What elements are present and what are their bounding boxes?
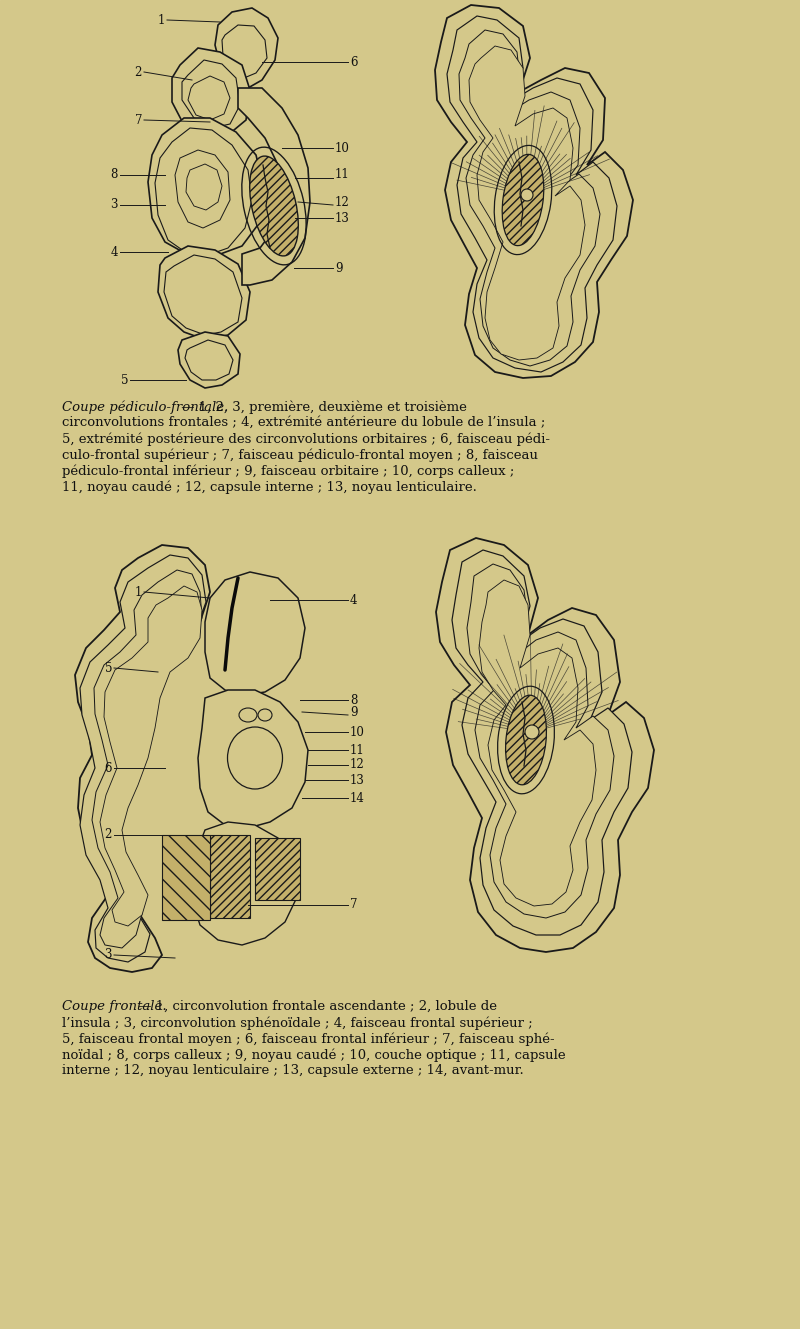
Polygon shape bbox=[162, 835, 210, 920]
Polygon shape bbox=[436, 538, 654, 952]
Polygon shape bbox=[467, 563, 614, 918]
Text: 6: 6 bbox=[350, 56, 358, 69]
Polygon shape bbox=[447, 16, 617, 372]
Polygon shape bbox=[192, 823, 298, 945]
Ellipse shape bbox=[239, 708, 257, 722]
Polygon shape bbox=[92, 570, 202, 948]
Ellipse shape bbox=[227, 727, 282, 789]
Text: l’insula ; 3, circonvolution sphénoïdale ; 4, faisceau frontal supérieur ;: l’insula ; 3, circonvolution sphénoïdale… bbox=[62, 1015, 533, 1030]
Text: 7: 7 bbox=[350, 898, 358, 912]
Polygon shape bbox=[479, 579, 596, 906]
Polygon shape bbox=[172, 48, 250, 138]
Polygon shape bbox=[155, 128, 252, 255]
Text: 3: 3 bbox=[110, 198, 118, 211]
Polygon shape bbox=[186, 163, 222, 210]
Polygon shape bbox=[188, 76, 230, 120]
Text: 2: 2 bbox=[134, 65, 142, 78]
Text: 11: 11 bbox=[350, 743, 365, 756]
Text: pédiculo-frontal inférieur ; 9, faisceau orbitaire ; 10, corps calleux ;: pédiculo-frontal inférieur ; 9, faisceau… bbox=[62, 464, 514, 477]
Text: 6: 6 bbox=[105, 762, 112, 775]
Text: — 1, 2, 3, première, deuxième et troisième: — 1, 2, 3, première, deuxième et troisiè… bbox=[177, 400, 467, 413]
Circle shape bbox=[525, 726, 539, 739]
Text: interne ; 12, noyau lenticulaire ; 13, capsule externe ; 14, avant-mur.: interne ; 12, noyau lenticulaire ; 13, c… bbox=[62, 1065, 524, 1076]
Text: 9: 9 bbox=[350, 706, 358, 719]
Text: 13: 13 bbox=[350, 773, 365, 787]
Polygon shape bbox=[205, 571, 305, 695]
Polygon shape bbox=[158, 246, 250, 340]
Text: 12: 12 bbox=[350, 759, 365, 772]
Text: 5: 5 bbox=[105, 662, 112, 675]
Polygon shape bbox=[210, 835, 250, 918]
Text: 9: 9 bbox=[335, 262, 342, 275]
Polygon shape bbox=[80, 556, 206, 962]
Polygon shape bbox=[215, 8, 278, 88]
Polygon shape bbox=[469, 47, 585, 360]
Text: 7: 7 bbox=[134, 113, 142, 126]
Text: Coupe frontale.: Coupe frontale. bbox=[62, 999, 166, 1013]
Text: 5: 5 bbox=[121, 373, 128, 387]
Polygon shape bbox=[100, 586, 202, 926]
Text: 4: 4 bbox=[350, 594, 358, 606]
Text: circonvolutions frontales ; 4, extrémité antérieure du lobule de l’insula ;: circonvolutions frontales ; 4, extrémité… bbox=[62, 416, 546, 429]
Polygon shape bbox=[75, 545, 210, 971]
Text: 14: 14 bbox=[350, 792, 365, 804]
Polygon shape bbox=[175, 150, 230, 229]
Polygon shape bbox=[178, 332, 240, 388]
Polygon shape bbox=[148, 118, 264, 256]
Text: noïdal ; 8, corps calleux ; 9, noyau caudé ; 10, couche optique ; 11, capsule: noïdal ; 8, corps calleux ; 9, noyau cau… bbox=[62, 1049, 566, 1062]
Polygon shape bbox=[238, 88, 310, 284]
Text: 3: 3 bbox=[105, 949, 112, 961]
Text: 2: 2 bbox=[105, 828, 112, 841]
Text: 10: 10 bbox=[335, 141, 350, 154]
Polygon shape bbox=[164, 255, 242, 335]
Text: 5, faisceau frontal moyen ; 6, faisceau frontal inférieur ; 7, faisceau sphé-: 5, faisceau frontal moyen ; 6, faisceau … bbox=[62, 1033, 554, 1046]
Ellipse shape bbox=[258, 708, 272, 722]
Text: culo-frontal supérieur ; 7, faisceau pédiculo-frontal moyen ; 8, faisceau: culo-frontal supérieur ; 7, faisceau péd… bbox=[62, 448, 538, 461]
Polygon shape bbox=[222, 25, 267, 78]
Text: 4: 4 bbox=[110, 246, 118, 259]
Text: 11, noyau caudé ; 12, capsule interne ; 13, noyau lenticulaire.: 11, noyau caudé ; 12, capsule interne ; … bbox=[62, 480, 477, 493]
Ellipse shape bbox=[250, 155, 298, 256]
Text: 12: 12 bbox=[335, 195, 350, 209]
Text: — 1, circonvolution frontale ascendante ; 2, lobule de: — 1, circonvolution frontale ascendante … bbox=[134, 999, 497, 1013]
Text: 1: 1 bbox=[134, 586, 142, 598]
Text: 1: 1 bbox=[158, 13, 165, 27]
Polygon shape bbox=[435, 5, 633, 377]
Text: Coupe pédiculo-frontale.: Coupe pédiculo-frontale. bbox=[62, 400, 228, 413]
Text: 5, extrémité postérieure des circonvolutions orbitaires ; 6, faisceau pédi-: 5, extrémité postérieure des circonvolut… bbox=[62, 432, 550, 445]
Polygon shape bbox=[459, 31, 600, 365]
Polygon shape bbox=[185, 340, 233, 380]
Polygon shape bbox=[182, 60, 240, 128]
Text: 11: 11 bbox=[335, 169, 350, 182]
Text: 10: 10 bbox=[350, 726, 365, 739]
Polygon shape bbox=[452, 550, 632, 936]
Polygon shape bbox=[255, 839, 300, 900]
Ellipse shape bbox=[502, 154, 544, 246]
Polygon shape bbox=[198, 690, 308, 828]
Text: 13: 13 bbox=[335, 211, 350, 225]
Ellipse shape bbox=[506, 695, 546, 785]
Circle shape bbox=[521, 189, 533, 201]
Text: 8: 8 bbox=[350, 694, 358, 707]
Text: 8: 8 bbox=[110, 169, 118, 182]
